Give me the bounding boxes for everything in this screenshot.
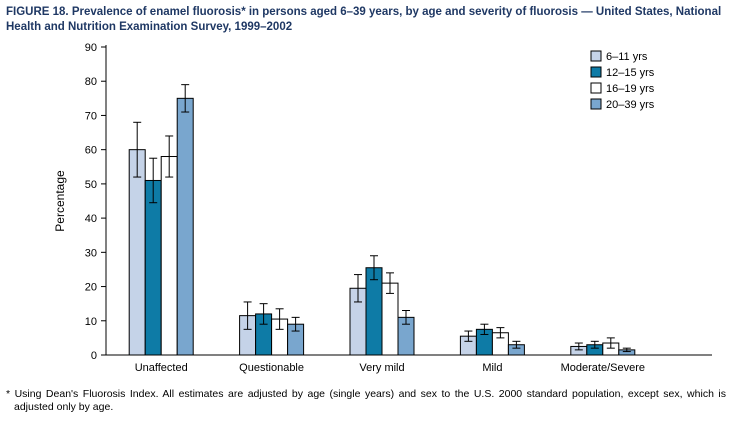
svg-text:Percentage: Percentage	[53, 170, 67, 232]
svg-text:20–39 yrs: 20–39 yrs	[606, 99, 655, 111]
svg-text:30: 30	[85, 247, 97, 259]
chart-area: 0 10 20 30 40 50 60 70 80 90 Percentage Unaffected Q…	[6, 37, 736, 386]
svg-text:90: 90	[85, 42, 97, 54]
chart-svg: 0 10 20 30 40 50 60 70 80 90 Percentage Unaffected Q…	[53, 42, 712, 374]
footnote: * Using Dean's Fluorosis Index. All esti…	[6, 387, 726, 413]
figure-title: FIGURE 18. Prevalence of enamel fluorosi…	[6, 6, 722, 33]
svg-text:Mild: Mild	[482, 362, 502, 374]
svg-text:10: 10	[85, 316, 97, 328]
svg-text:40: 40	[85, 213, 97, 225]
svg-text:0: 0	[91, 350, 97, 362]
svg-text:80: 80	[85, 76, 97, 88]
svg-text:50: 50	[85, 179, 97, 191]
svg-text:60: 60	[85, 145, 97, 157]
svg-text:70: 70	[85, 110, 97, 122]
svg-text:12–15 yrs: 12–15 yrs	[606, 67, 655, 79]
svg-text:Questionable: Questionable	[239, 362, 304, 374]
svg-text:Unaffected: Unaffected	[135, 362, 188, 374]
svg-text:20: 20	[85, 281, 97, 293]
svg-text:6–11 yrs: 6–11 yrs	[606, 51, 648, 63]
svg-text:Very mild: Very mild	[359, 362, 404, 374]
svg-text:Moderate/Severe: Moderate/Severe	[561, 362, 645, 374]
svg-text:16–19 yrs: 16–19 yrs	[606, 83, 655, 95]
